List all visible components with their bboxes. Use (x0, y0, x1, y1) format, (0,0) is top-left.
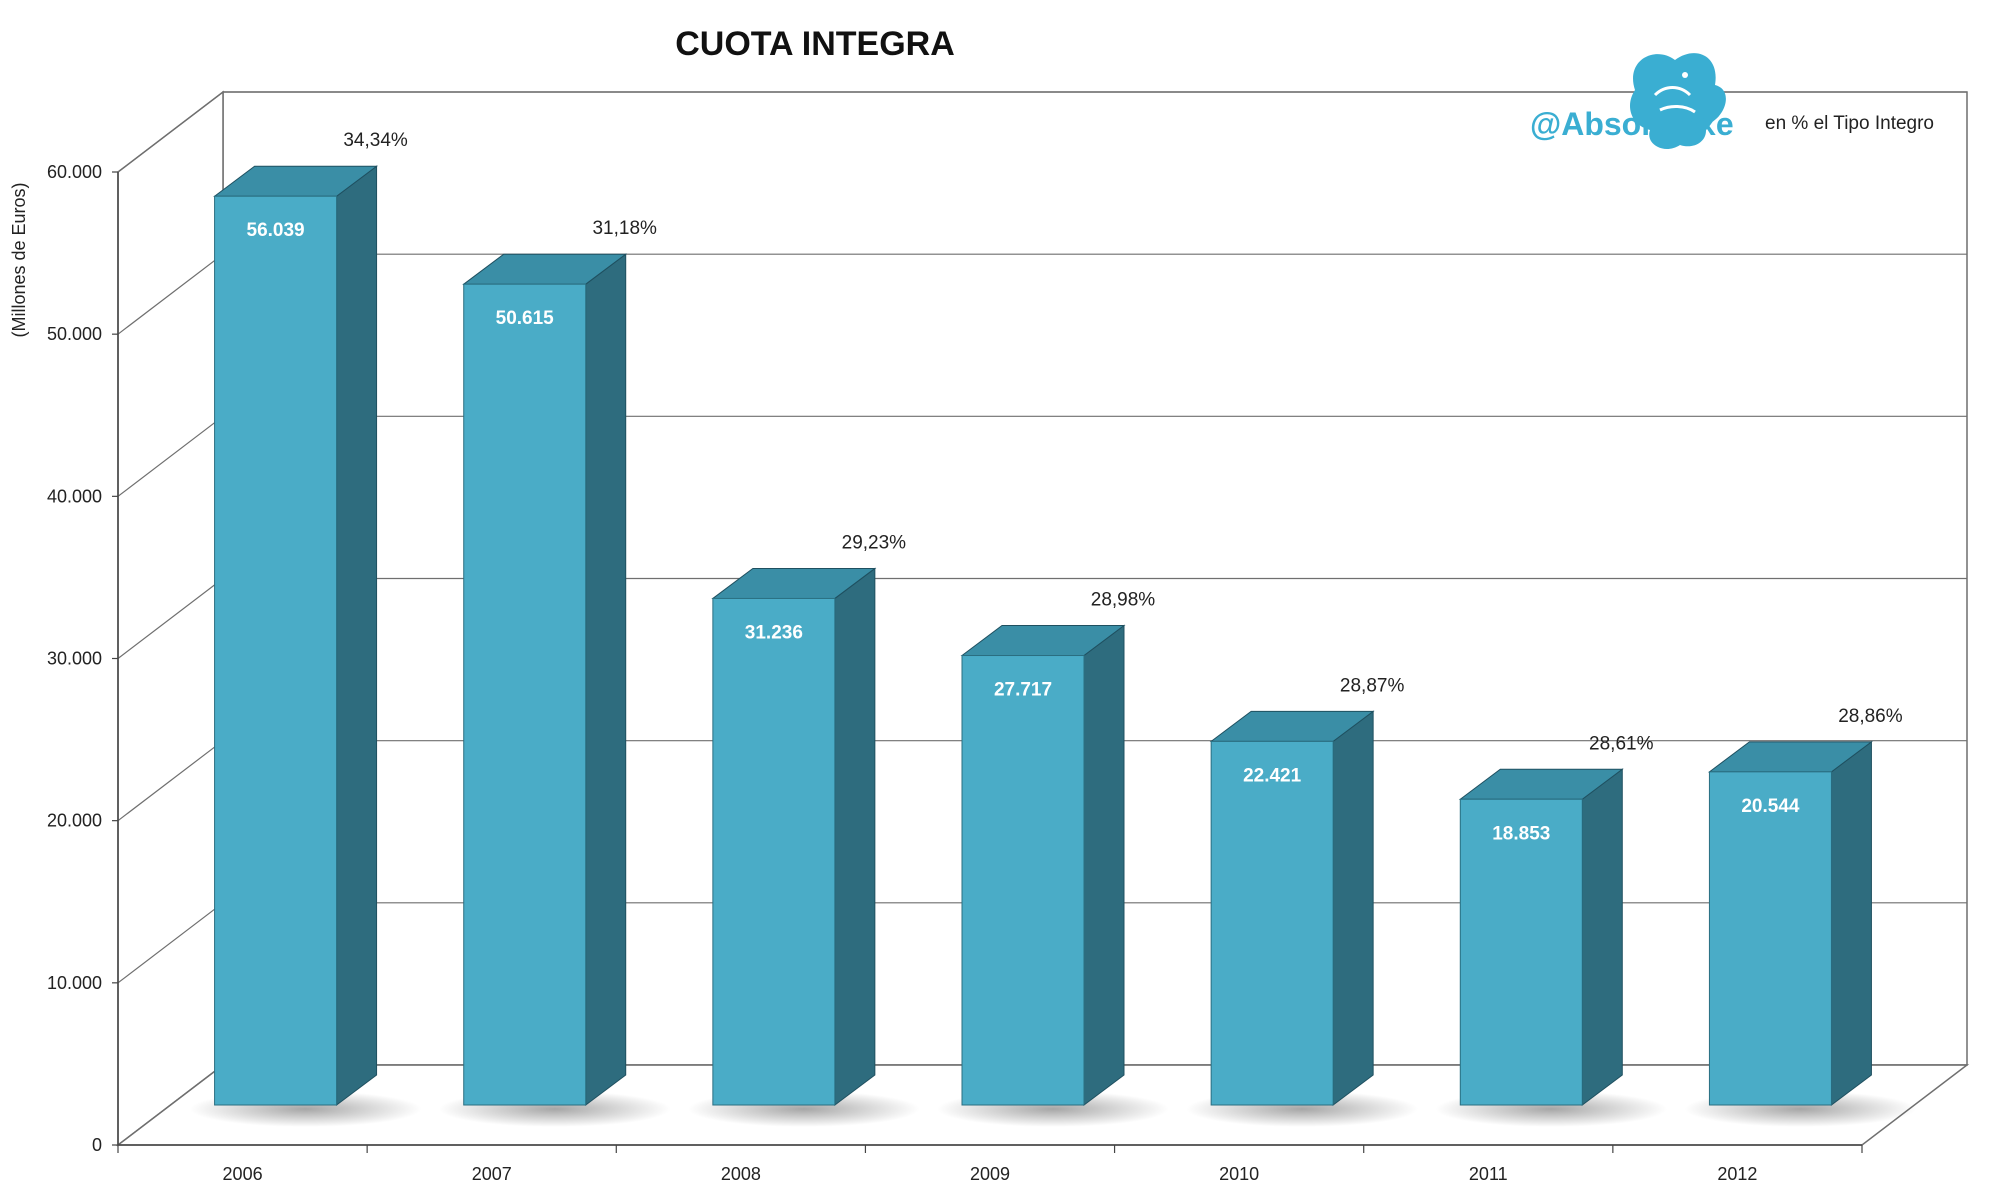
bar (463, 283, 587, 1106)
y-tick-label: 40.000 (47, 486, 102, 506)
bar-group: 22.421 28,87% (1186, 675, 1419, 1127)
gridline-diagonal (117, 415, 224, 497)
gridline-diagonal (117, 740, 224, 822)
chart-title: CUOTA INTEGRA (675, 25, 955, 63)
bar-value-label: 20.544 (1741, 796, 1800, 817)
bar-percent-label: 29,23% (842, 532, 907, 553)
bar (961, 655, 1085, 1106)
bar (712, 597, 836, 1106)
bar (214, 195, 338, 1106)
bar-value-label: 27.717 (994, 680, 1052, 701)
bar (1210, 740, 1334, 1106)
y-tick-label: 0 (92, 1135, 102, 1155)
x-tick-label: 2010 (1219, 1164, 1259, 1184)
bar-side (1830, 740, 1872, 1106)
bar-percent-label: 28,86% (1838, 706, 1903, 727)
x-tick-label: 2007 (472, 1164, 512, 1184)
bar-value-label: 18.853 (1492, 823, 1550, 844)
bar-percent-label: 34,34% (343, 130, 408, 151)
gridline-diagonal (117, 902, 224, 984)
bar-group: 56.039 34,34% (189, 130, 422, 1127)
bar-percent-label: 28,98% (1091, 590, 1156, 611)
bar-percent-label: 28,61% (1589, 733, 1654, 754)
griffin-logo-icon (1630, 53, 1726, 150)
y-axis-ticks: 0 10.000 20.000 30.000 40.000 50.000 60.000 (47, 162, 118, 1155)
chart-note: en % el Tipo Integro (1765, 113, 1934, 134)
bar-percent-label: 28,87% (1340, 675, 1405, 696)
bar-value-label: 56.039 (247, 220, 305, 241)
x-axis-ticks: 2006 2007 2008 2009 2010 2011 2012 (117, 1145, 1863, 1184)
y-tick-label: 30.000 (47, 649, 102, 669)
bar-value-label: 31.236 (745, 622, 803, 643)
bar-value-label: 22.421 (1243, 765, 1302, 786)
x-tick-label: 2011 (1469, 1164, 1508, 1184)
gridline-diagonal (117, 253, 224, 335)
bar-side (336, 165, 378, 1106)
bars: 56.039 34,34% 50.615 31,18% 31.236 29,23% 27.7… (189, 130, 1917, 1127)
bar-group: 27.717 28,98% (937, 590, 1169, 1127)
bar-side (1581, 768, 1623, 1106)
bar-group: 20.544 28,86% (1684, 706, 1917, 1127)
brand-handle: @Absolutexe (1530, 106, 1734, 142)
x-tick-label: 2008 (721, 1164, 761, 1184)
bar (1708, 771, 1832, 1106)
bar-side (585, 253, 627, 1106)
x-tick-label: 2009 (970, 1164, 1010, 1184)
gridline-diagonal (117, 91, 224, 173)
y-axis-label: (Millones de Euros) (9, 182, 29, 337)
bar-group: 50.615 31,18% (438, 218, 671, 1127)
gridline-diagonal (117, 578, 224, 659)
x-tick-label: 2012 (1717, 1164, 1757, 1184)
bar-percent-label: 31,18% (592, 218, 657, 239)
bar-value-label: 50.615 (496, 308, 555, 329)
bar-side (834, 567, 876, 1106)
y-tick-label: 60.000 (47, 162, 102, 182)
bar (1459, 798, 1583, 1106)
bar-side (1083, 624, 1125, 1106)
y-tick-label: 20.000 (47, 811, 102, 831)
bar-group: 18.853 28,61% (1435, 733, 1668, 1127)
bar-group: 31.236 29,23% (687, 532, 920, 1127)
x-tick-label: 2006 (223, 1164, 263, 1184)
y-tick-label: 10.000 (47, 973, 102, 993)
gridline-diagonal (117, 1064, 224, 1146)
y-tick-label: 50.000 (47, 324, 102, 344)
bar-side (1332, 710, 1374, 1106)
